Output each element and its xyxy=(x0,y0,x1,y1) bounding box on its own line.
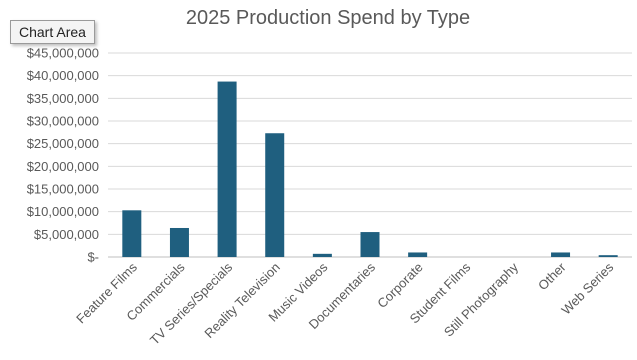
x-tick-label: TV Series/Specials xyxy=(147,259,236,348)
bar[interactable] xyxy=(551,252,571,257)
y-tick-label: $15,000,000 xyxy=(27,182,99,197)
bar[interactable] xyxy=(217,81,237,257)
y-tick-label: $20,000,000 xyxy=(27,159,99,174)
bar[interactable] xyxy=(598,255,618,257)
y-tick-label: $45,000,000 xyxy=(27,46,99,61)
x-tick-label: Other xyxy=(535,259,569,293)
bars xyxy=(122,81,618,257)
bar[interactable] xyxy=(360,232,380,257)
chart-area-tooltip: Chart Area xyxy=(10,20,95,44)
y-tick-label: $35,000,000 xyxy=(27,91,99,106)
bar[interactable] xyxy=(408,252,428,257)
y-tick-label: $5,000,000 xyxy=(34,227,99,242)
y-tick-label: $25,000,000 xyxy=(27,136,99,151)
bar[interactable] xyxy=(169,227,189,257)
chart-title: 2025 Production Spend by Type xyxy=(186,7,470,29)
y-tick-label: $40,000,000 xyxy=(27,68,99,83)
y-tick-label: $10,000,000 xyxy=(27,204,99,219)
gridlines xyxy=(108,52,632,258)
bar[interactable] xyxy=(265,133,285,257)
bar[interactable] xyxy=(122,210,142,257)
bar[interactable] xyxy=(312,253,332,257)
y-tick-label: $30,000,000 xyxy=(27,114,99,129)
y-axis-ticks: $- $5,000,000 $10,000,000 $15,000,000 $20,00… xyxy=(27,46,99,265)
x-tick-label: Web Series xyxy=(558,259,616,317)
y-tick-label: $- xyxy=(87,250,99,265)
